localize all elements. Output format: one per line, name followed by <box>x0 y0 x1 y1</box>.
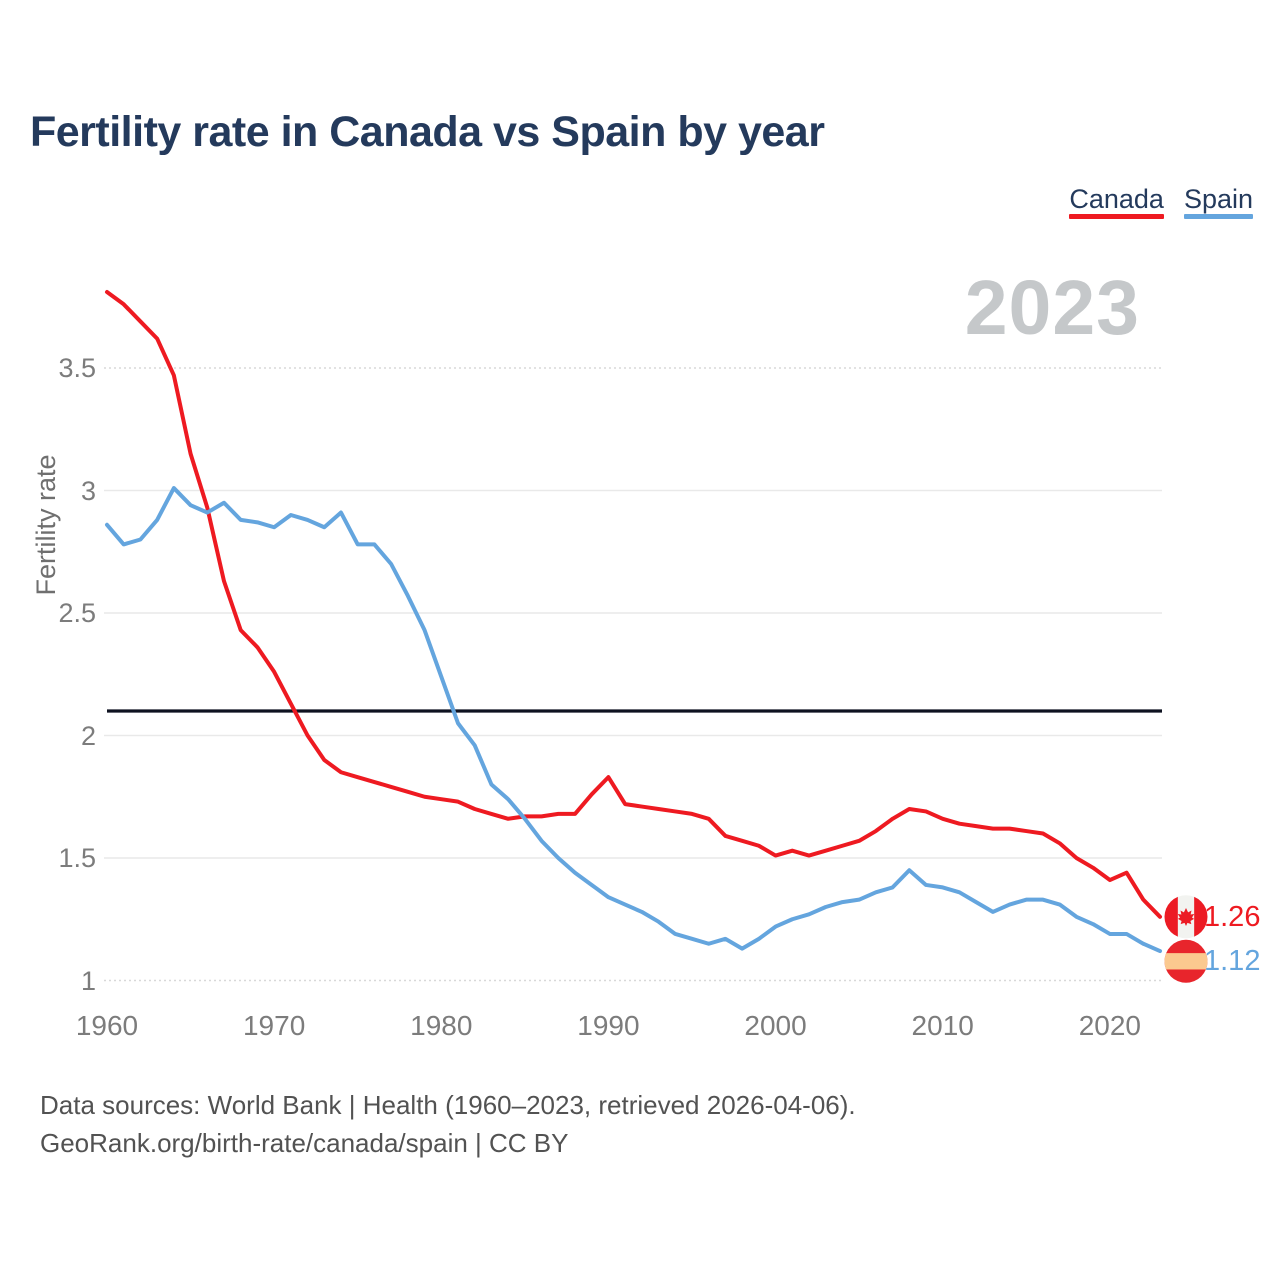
y-tick-label: 2.5 <box>58 598 96 628</box>
footer-line-1: Data sources: World Bank | Health (1960–… <box>40 1090 856 1120</box>
legend-item-spain[interactable]: Spain <box>1183 184 1253 219</box>
legend-underline-canada <box>1069 214 1164 219</box>
spain-line[interactable] <box>105 486 1162 954</box>
end-value-spain: 1.12 <box>1204 945 1261 978</box>
legend-underline-spain <box>1183 214 1253 219</box>
canada-flag-icon <box>1164 895 1208 939</box>
x-tick-label: 2020 <box>1078 1010 1141 1041</box>
y-tick-label: 2 <box>80 720 96 751</box>
x-tick-label: 1980 <box>410 1010 473 1041</box>
legend-label-canada: Canada <box>1069 184 1164 214</box>
legend: Canada Spain <box>1069 185 1253 219</box>
legend-item-canada[interactable]: Canada <box>1069 185 1164 219</box>
x-tick-label: 1960 <box>75 1010 139 1041</box>
x-tick-label: 1990 <box>577 1010 640 1041</box>
canada-line[interactable] <box>105 290 1162 919</box>
page-title: Fertility rate in Canada vs Spain by yea… <box>30 108 825 156</box>
watermark-year: 2023 <box>964 265 1140 351</box>
footer-line-2: GeoRank.org/birth-rate/canada/spain | CC… <box>40 1128 569 1158</box>
x-tick-label: 2000 <box>744 1010 807 1041</box>
legend-label-spain: Spain <box>1183 184 1253 214</box>
end-value-canada: 1.26 <box>1204 900 1261 933</box>
y-tick-label: 3 <box>80 475 96 506</box>
spain-flag-icon <box>1164 939 1208 983</box>
x-tick-label: 1970 <box>242 1010 306 1041</box>
x-tick-label: 2010 <box>911 1010 974 1041</box>
y-tick-label: 1.5 <box>58 843 96 873</box>
y-tick-label: 1 <box>80 965 96 996</box>
footer: Data sources: World Bank | Health (1960–… <box>40 1086 856 1162</box>
y-tick-label: 3.5 <box>58 353 96 383</box>
